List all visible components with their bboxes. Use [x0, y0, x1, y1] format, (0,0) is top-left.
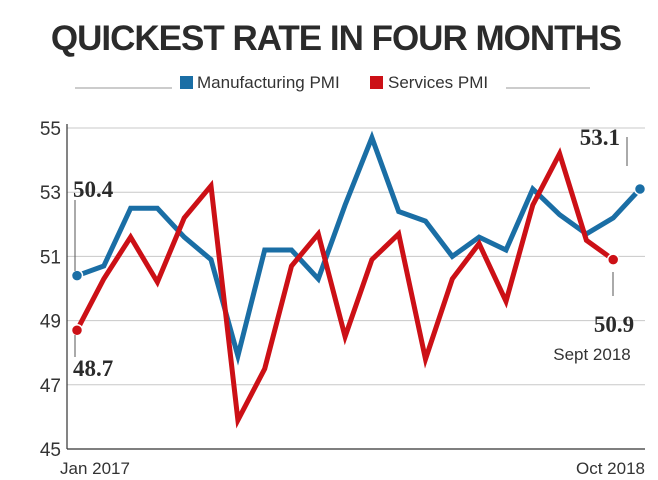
y-tick-labels: 55 53 51 49 47 45	[40, 119, 61, 461]
series-point-services-pmi-end	[606, 253, 620, 266]
annotation-services-end: 50.9	[594, 312, 634, 337]
x-tick-label-start: Jan 2017	[60, 459, 130, 478]
series-point-services-pmi-start	[70, 323, 84, 337]
annotation-services-start: 48.7	[73, 356, 113, 381]
y-gridlines	[67, 127, 645, 386]
annotation-manufacturing-end: 53.1	[580, 125, 620, 150]
y-tick-label-47: 47	[40, 376, 61, 397]
y-tick-label-45: 45	[40, 440, 61, 461]
series-point-manufacturing-pmi-start	[70, 269, 84, 282]
chart-title: QUICKEST RATE IN FOUR MONTHS	[51, 19, 621, 58]
x-tick-label-end: Oct 2018	[576, 459, 645, 478]
series-lines	[74, 130, 642, 429]
annotation-services-end-date: Sept 2018	[553, 345, 631, 364]
series-points	[70, 182, 647, 337]
legend-label-services: Services PMI	[388, 73, 488, 92]
legend-swatch-services	[370, 76, 383, 89]
series-line-manufacturing-pmi	[76, 130, 642, 366]
legend-label-manufacturing: Manufacturing PMI	[197, 73, 340, 92]
y-tick-label-49: 49	[40, 312, 61, 333]
legend: Manufacturing PMI Services PMI	[75, 73, 590, 92]
series-point-manufacturing-pmi-end	[633, 182, 647, 196]
legend-swatch-manufacturing	[180, 76, 193, 89]
annotations: 50.4 48.7 53.1 50.9 Sept 2018	[73, 125, 634, 381]
annotation-manufacturing-start: 50.4	[73, 177, 114, 202]
y-tick-label-51: 51	[40, 247, 61, 268]
y-tick-label-55: 55	[40, 119, 61, 140]
series-line-services-pmi	[74, 147, 615, 429]
y-tick-label-53: 53	[40, 183, 61, 204]
